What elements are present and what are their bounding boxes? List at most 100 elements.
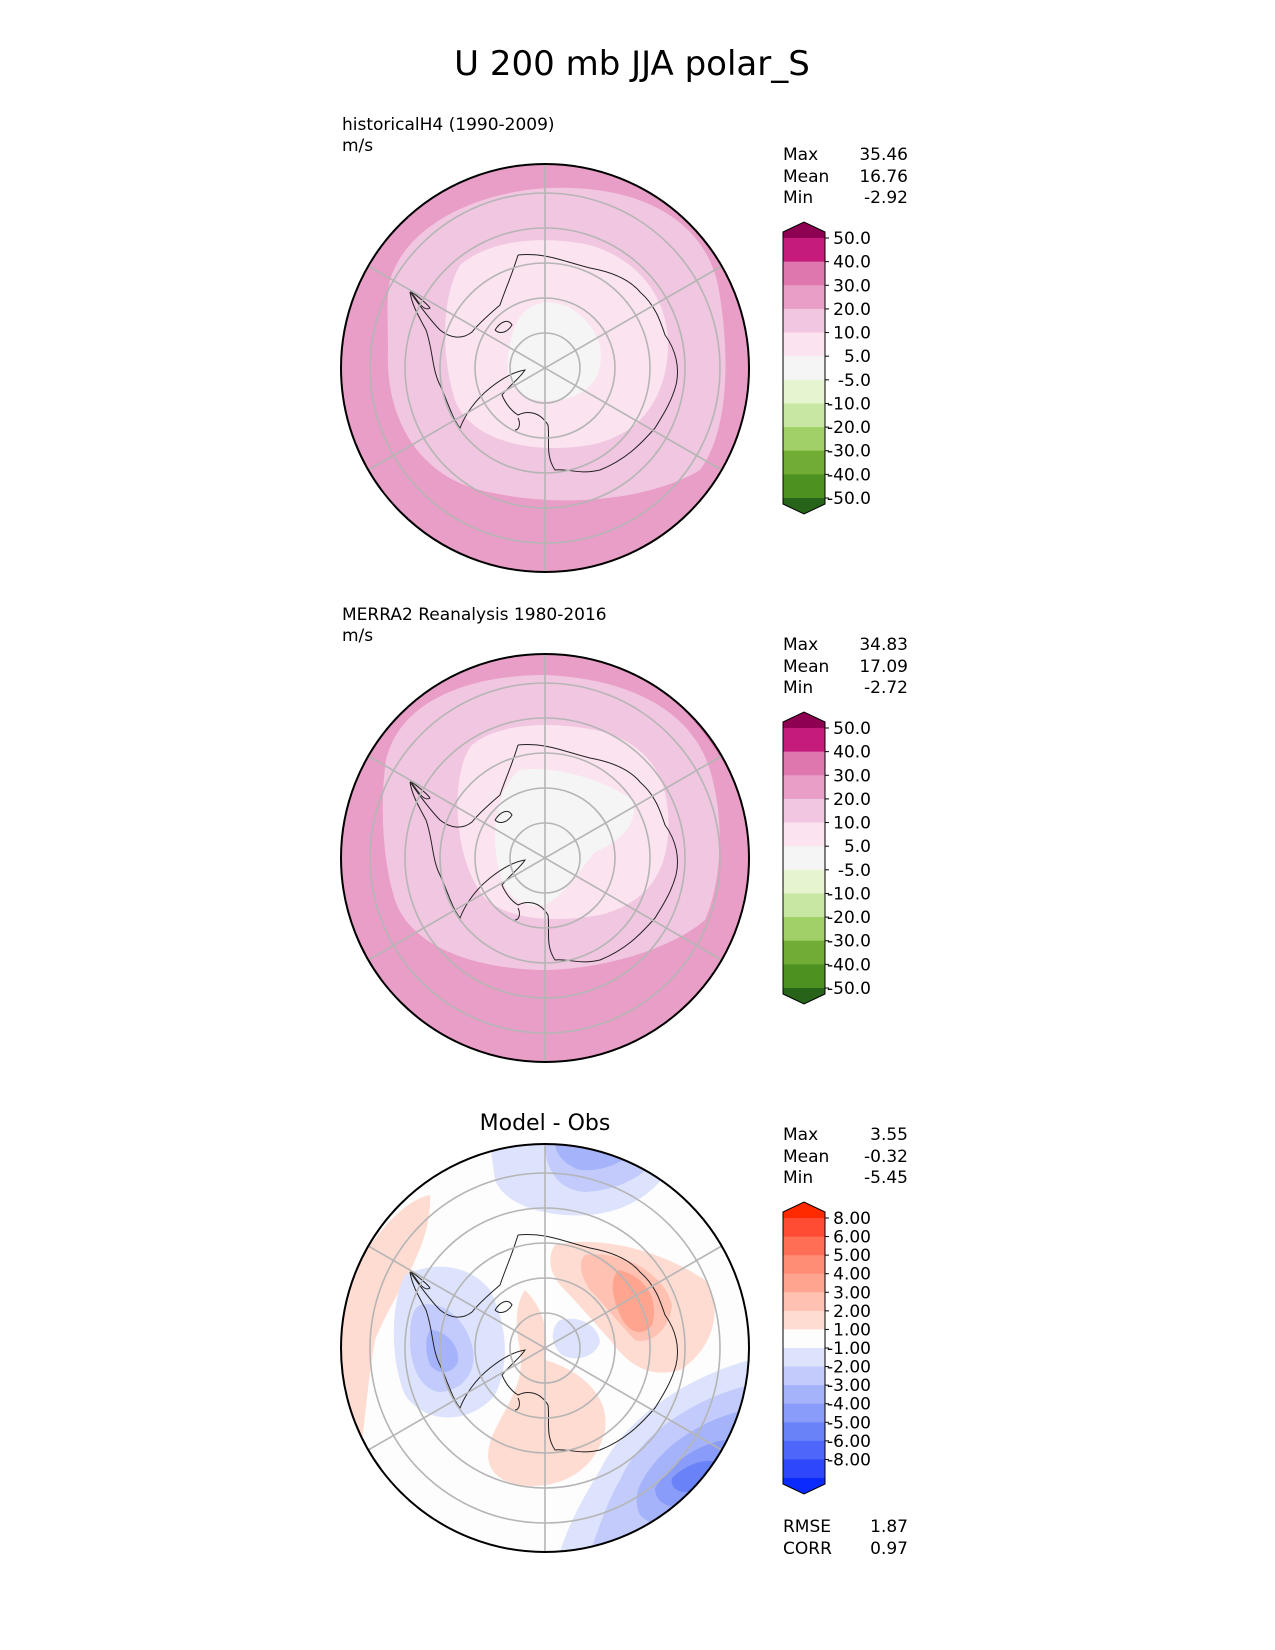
colorbar-swatch [783,238,825,263]
colorbar-tick-label: 10.0 [833,324,871,344]
colorbar-tick-label: -40.0 [827,955,871,975]
colorbar-tick-label: 6.00 [833,1228,871,1248]
panel-ref-coastline [409,743,679,963]
stat-min-value: -2.72 [864,678,908,698]
stat-mean-label: Mean [783,657,829,677]
colorbar-swatch [783,869,825,894]
colorbar-swatch [783,379,825,404]
colorbar-swatch [783,1348,825,1368]
stat-mean-value: 17.09 [859,657,908,677]
colorbar-extend-top [783,1202,825,1218]
colorbar-swatch [783,798,825,824]
colorbar-swatch [783,1292,825,1312]
colorbar-tick-label: -50.0 [827,489,871,509]
colorbar-tick-label: 10.0 [833,814,871,834]
colorbar-tick-label: -40.0 [827,465,871,485]
stat-max-value: 35.46 [859,145,908,165]
stat-mean-value: -0.32 [864,1147,908,1167]
colorbar-tick-label: -4.00 [827,1395,871,1415]
colorbar-tick-label: 20.0 [833,300,871,320]
panel-test-map [341,164,749,572]
colorbar-tick-label: 20.0 [833,790,871,810]
colorbar-swatch [783,332,825,357]
stat-corr-label: CORR [783,1539,832,1559]
colorbar-tick-label: 1.00 [833,1320,871,1340]
panel-diff-colorbar: 8.006.005.004.003.002.001.00-1.00-2.00-3… [782,1201,871,1495]
colorbar-tick-label: 3.00 [833,1283,871,1303]
colorbar-swatch [783,751,825,776]
stat-min-label: Min [783,188,813,208]
colorbar-swatch [783,1329,825,1349]
stat-rmse-value: 1.87 [870,1517,908,1537]
colorbar-tick-label: -30.0 [827,932,871,952]
panel-test-colorbar: 50.0 40.0 30.0 20.0 10.0 5.0 -5.0 -10.0 -20.0 -30… [782,221,871,515]
colorbar-tick-label: -6.00 [827,1432,871,1452]
colorbar-swatch [783,450,825,475]
colorbar-swatch [783,728,825,753]
stat-corr-value: 0.97 [870,1539,908,1559]
colorbar-swatch [783,893,825,918]
colorbar-tick-label: -20.0 [827,908,871,928]
colorbar-swatch [783,1366,825,1386]
stat-min-label: Min [783,1168,813,1188]
stat-rmse-label: RMSE [783,1517,831,1537]
colorbar-extend-bottom [783,988,825,1004]
panel-diff: Model - Obs [340,1111,908,1559]
colorbar-tick-label: -5.0 [838,861,871,881]
panel-test-title: historicalH4 (1990-2009) [342,115,555,135]
colorbar-tick-label: 40.0 [833,253,871,273]
colorbar-swatch [783,308,825,334]
colorbar-extend-bottom [783,498,825,514]
panel-test-boundary [340,163,750,573]
colorbar-swatch [783,917,825,942]
panel-diff-title: Model - Obs [480,1111,611,1136]
colorbar-swatch [783,427,825,452]
colorbar-tick-label: -10.0 [827,884,871,904]
colorbar-swatch [783,1236,825,1256]
colorbar-swatch [783,1255,825,1275]
colorbar-swatch [783,775,825,800]
panel-diff-graticule [367,1144,723,1552]
panel-ref-units: m/s [342,626,373,646]
colorbar-swatch [783,1218,825,1238]
panel-ref-colorbar: 50.0 40.0 30.0 20.0 10.0 5.0 -5.0 -10.0 -20.0 -30… [782,711,871,1005]
colorbar-extend-top [783,712,825,728]
colorbar-swatch [783,1422,825,1442]
colorbar-extend-top [783,222,825,238]
stat-max-label: Max [783,635,818,655]
figure-title: U 200 mb JJA polar_S [454,44,810,84]
colorbar-tick-label: -3.00 [827,1376,871,1396]
colorbar-swatch [783,964,825,989]
panel-diff-stats: Max 3.55 Mean -0.32 Min -5.45 [783,1125,908,1188]
colorbar-swatch [783,285,825,310]
colorbar-swatch [783,1385,825,1405]
colorbar-swatch [783,822,825,847]
panel-test: historicalH4 (1990-2009) m/s [340,115,908,573]
colorbar-tick-label: 40.0 [833,743,871,763]
colorbar-swatch [783,261,825,286]
colorbar-tick-label: -50.0 [827,979,871,999]
colorbar-tick-label: -30.0 [827,442,871,462]
colorbar-swatch [783,474,825,499]
colorbar-swatch [783,940,825,965]
panel-ref-title: MERRA2 Reanalysis 1980-2016 [342,605,607,625]
colorbar-extend-bottom [783,1478,825,1494]
panel-test-graticule [367,164,723,572]
colorbar-swatch [783,403,825,428]
colorbar-tick-label: -20.0 [827,418,871,438]
colorbar-tick-label: 50.0 [833,229,871,249]
colorbar-swatch [783,846,825,871]
colorbar-tick-label: -1.00 [827,1339,871,1359]
stat-max-label: Max [783,145,818,165]
colorbar-tick-label: -5.00 [827,1413,871,1433]
colorbar-tick-label: 8.00 [833,1209,871,1229]
colorbar-tick-label: 5.0 [844,347,871,367]
stat-min-value: -5.45 [864,1168,908,1188]
stat-mean-label: Mean [783,167,829,187]
stat-max-label: Max [783,1125,818,1145]
colorbar-tick-label: 4.00 [833,1265,871,1285]
stat-mean-value: 16.76 [859,167,908,187]
stat-max-value: 3.55 [870,1125,908,1145]
panel-diff-boundary [340,1143,750,1553]
